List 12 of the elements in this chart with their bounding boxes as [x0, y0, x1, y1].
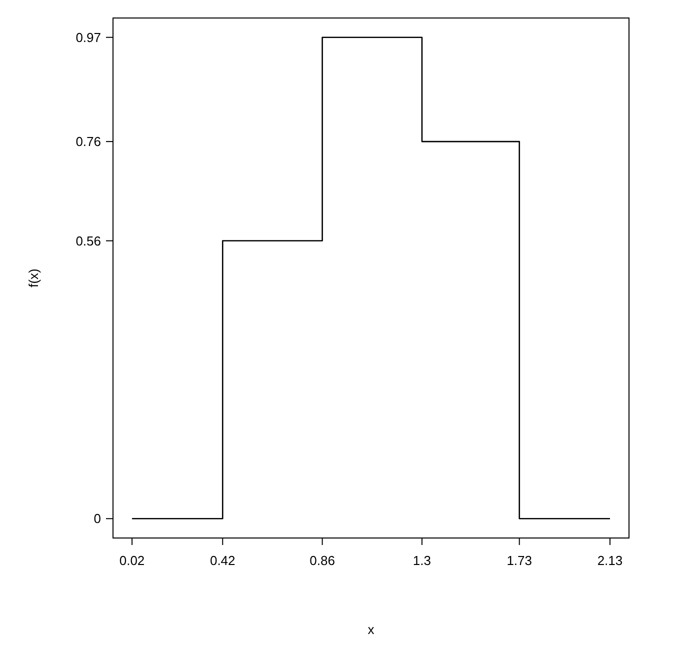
x-tick-label: 2.13 [597, 553, 623, 568]
y-tick-label: 0.56 [76, 233, 101, 248]
x-tick-label: 0.86 [310, 553, 335, 568]
x-axis-title: x [368, 622, 375, 637]
x-tick-label: 1.73 [506, 553, 532, 568]
x-tick-label: 0.42 [210, 553, 236, 568]
y-tick-label: 0 [94, 511, 101, 526]
y-axis-title: f(x) [26, 268, 41, 288]
x-tick-label: 1.3 [412, 553, 432, 568]
y-tick-label: 0.97 [76, 30, 101, 45]
y-tick-label: 0.76 [76, 134, 101, 150]
x-tick-label: 0.02 [119, 553, 145, 568]
